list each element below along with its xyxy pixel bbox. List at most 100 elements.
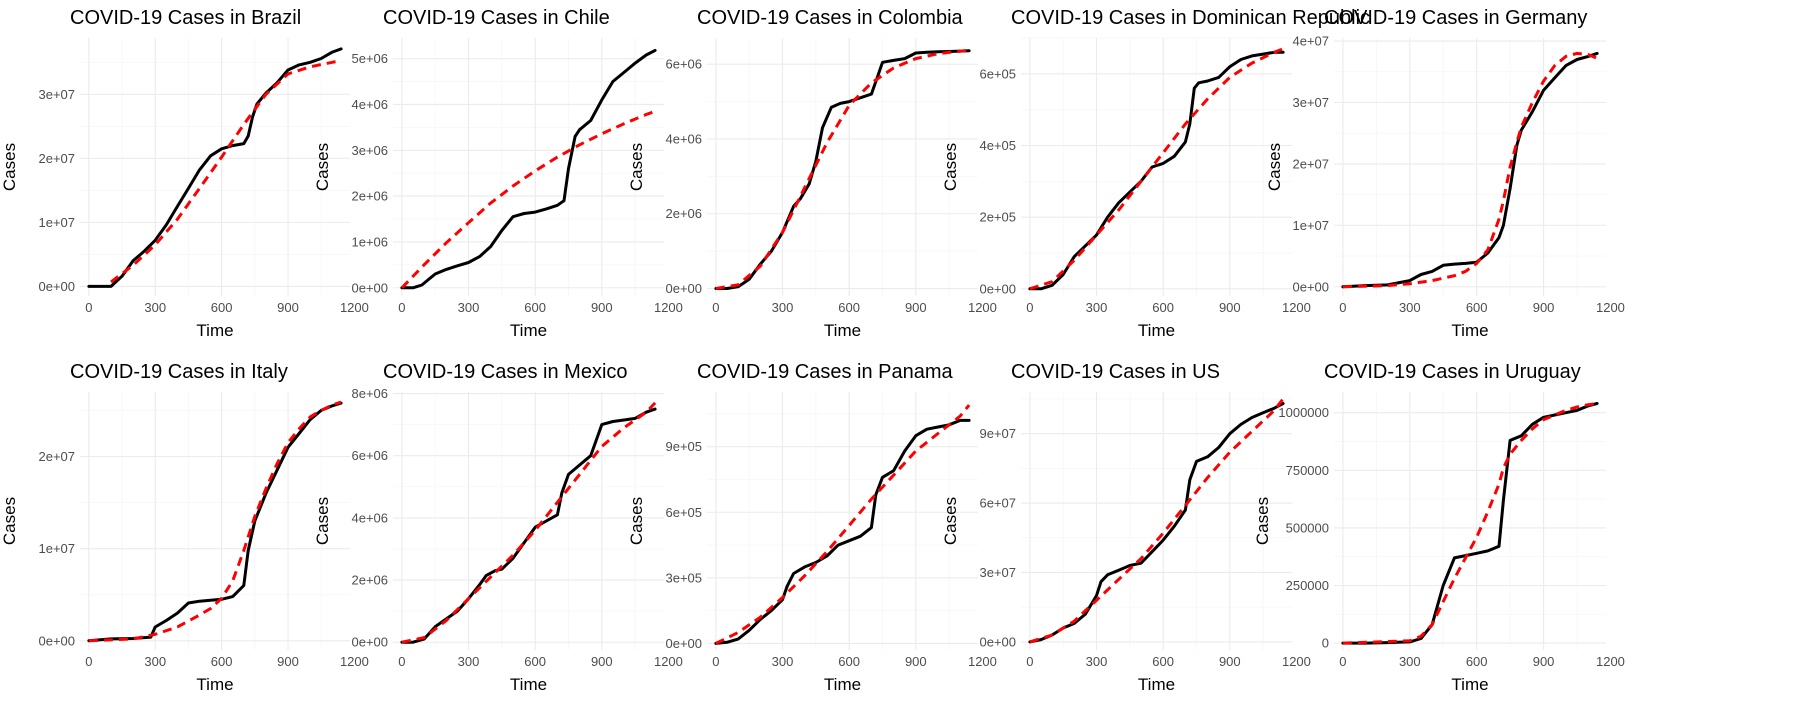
y-tick-label: 6e+06 <box>665 57 702 72</box>
actual-cases-line <box>87 401 343 643</box>
fitted-trend-line <box>1342 402 1598 645</box>
x-tick-label: 900 <box>1533 654 1555 669</box>
x-tick-label: 1200 <box>1596 654 1625 669</box>
gridlines <box>1334 392 1606 650</box>
x-axis-title: Time <box>824 321 861 340</box>
x-tick-label: 600 <box>524 654 546 669</box>
gridlines <box>393 392 664 650</box>
x-tick-label: 300 <box>458 654 480 669</box>
fitted-trend-line <box>400 109 656 289</box>
gridlines <box>80 392 350 650</box>
x-tick-label: 300 <box>144 654 166 669</box>
x-tick-label: 1200 <box>1282 654 1311 669</box>
y-tick-label: 250000 <box>1286 578 1329 593</box>
y-axis-title: Cases <box>1265 143 1284 191</box>
panel-2: 0 300 600 900 1200 0e+00 1e+06 2e+06 3e+06 4e+06 5… <box>313 7 683 340</box>
y-tick-label: 6e+05 <box>665 505 702 520</box>
x-tick-label: 900 <box>1219 300 1241 315</box>
x-tick-label: 600 <box>1466 654 1488 669</box>
panel-title: COVID-19 Cases in Colombia <box>697 7 964 29</box>
y-tick-label: 1e+07 <box>38 215 75 230</box>
x-tick-label: 600 <box>211 300 233 315</box>
x-tick-label: 0 <box>1026 654 1033 669</box>
x-tick-label: 900 <box>277 654 299 669</box>
x-tick-label: 600 <box>1466 300 1488 315</box>
actual-cases-line <box>714 49 971 290</box>
x-tick-label: 300 <box>1086 300 1108 315</box>
x-tick-label: 1200 <box>1282 300 1311 315</box>
y-tick-label: 4e+07 <box>1292 34 1329 49</box>
y-tick-label: 8e+06 <box>351 386 388 401</box>
y-tick-label: 9e+07 <box>979 426 1016 441</box>
panel-title: COVID-19 Cases in Dominican Republic <box>1011 7 1370 29</box>
x-tick-label: 1200 <box>340 654 369 669</box>
x-tick-label: 600 <box>1152 300 1174 315</box>
x-axis-title: Time <box>1451 675 1488 694</box>
y-tick-label: 2e+06 <box>351 573 388 588</box>
y-tick-label: 3e+06 <box>351 143 388 158</box>
y-tick-label: 0 <box>1322 636 1329 651</box>
panel-title: COVID-19 Cases in Chile <box>383 7 610 29</box>
y-tick-label: 1e+07 <box>38 541 75 556</box>
x-axis-title: Time <box>1138 321 1175 340</box>
panel-3: 0 300 600 900 1200 0e+00 2e+06 4e+06 6e+06 COVID-… <box>627 7 997 340</box>
fitted-trend-line <box>715 48 970 290</box>
actual-cases-line <box>400 48 657 290</box>
panel-title: COVID-19 Cases in Brazil <box>70 7 301 29</box>
y-tick-label: 2e+07 <box>1292 156 1329 171</box>
x-axis-title: Time <box>510 321 547 340</box>
y-tick-label: 0e+00 <box>38 279 75 294</box>
actual-cases-line <box>1028 50 1285 291</box>
y-tick-label: 3e+07 <box>38 87 75 102</box>
panel-1: 0 300 600 900 1200 0e+00 1e+07 2e+07 3e+07 COVID-… <box>0 7 369 340</box>
y-tick-label: 3e+05 <box>665 570 702 585</box>
y-axis-title: Cases <box>0 143 19 191</box>
panel-10: 0 300 600 900 1200 0 250000 500000 750000 1000000… <box>1253 361 1625 694</box>
fitted-trend-line <box>401 401 657 644</box>
x-tick-label: 0 <box>1026 300 1033 315</box>
y-tick-label: 5e+06 <box>351 51 388 66</box>
panel-title: COVID-19 Cases in Panama <box>697 361 954 383</box>
panel-title: COVID-19 Cases in Italy <box>70 361 288 383</box>
x-tick-label: 600 <box>838 654 860 669</box>
panel-title: COVID-19 Cases in Germany <box>1324 7 1587 29</box>
x-tick-label: 0 <box>398 300 405 315</box>
x-axis-title: Time <box>1451 321 1488 340</box>
x-tick-label: 300 <box>772 300 794 315</box>
y-tick-label: 3e+07 <box>979 565 1016 580</box>
x-tick-label: 300 <box>1086 654 1108 669</box>
x-tick-label: 300 <box>772 654 794 669</box>
y-axis-title: Cases <box>627 143 646 191</box>
y-tick-label: 2e+05 <box>979 210 1016 225</box>
y-tick-label: 4e+06 <box>351 97 388 112</box>
x-tick-label: 0 <box>712 300 719 315</box>
x-tick-label: 300 <box>1399 654 1421 669</box>
y-tick-label: 2e+06 <box>351 189 388 204</box>
x-tick-label: 300 <box>1399 300 1421 315</box>
y-tick-label: 0e+00 <box>665 636 702 651</box>
y-tick-label: 4e+06 <box>351 510 388 525</box>
panel-7: 0 300 600 900 1200 0e+00 2e+06 4e+06 6e+06 8e+06 C… <box>313 361 683 694</box>
x-tick-label: 1200 <box>654 654 683 669</box>
panel-title: COVID-19 Cases in Uruguay <box>1324 361 1581 383</box>
gridlines <box>707 392 978 650</box>
x-tick-label: 0 <box>1339 654 1346 669</box>
x-tick-label: 1200 <box>968 300 997 315</box>
panel-4: 0 300 600 900 1200 0e+00 2e+05 4e+05 6e+05 COVID-… <box>941 7 1370 340</box>
y-tick-label: 4e+05 <box>979 138 1016 153</box>
actual-cases-line <box>1028 402 1285 644</box>
x-tick-label: 0 <box>85 654 92 669</box>
y-axis-title: Cases <box>313 143 332 191</box>
x-tick-label: 900 <box>591 300 613 315</box>
y-tick-label: 6e+05 <box>979 66 1016 81</box>
y-tick-label: 1000000 <box>1278 405 1329 420</box>
y-axis-title: Cases <box>0 497 19 545</box>
y-tick-label: 3e+07 <box>1292 95 1329 110</box>
y-axis-title: Cases <box>313 497 332 545</box>
x-axis-title: Time <box>196 321 233 340</box>
x-tick-label: 900 <box>1533 300 1555 315</box>
x-axis-title: Time <box>196 675 233 694</box>
x-tick-label: 0 <box>712 654 719 669</box>
x-tick-label: 600 <box>838 300 860 315</box>
y-tick-label: 0e+00 <box>351 635 388 650</box>
